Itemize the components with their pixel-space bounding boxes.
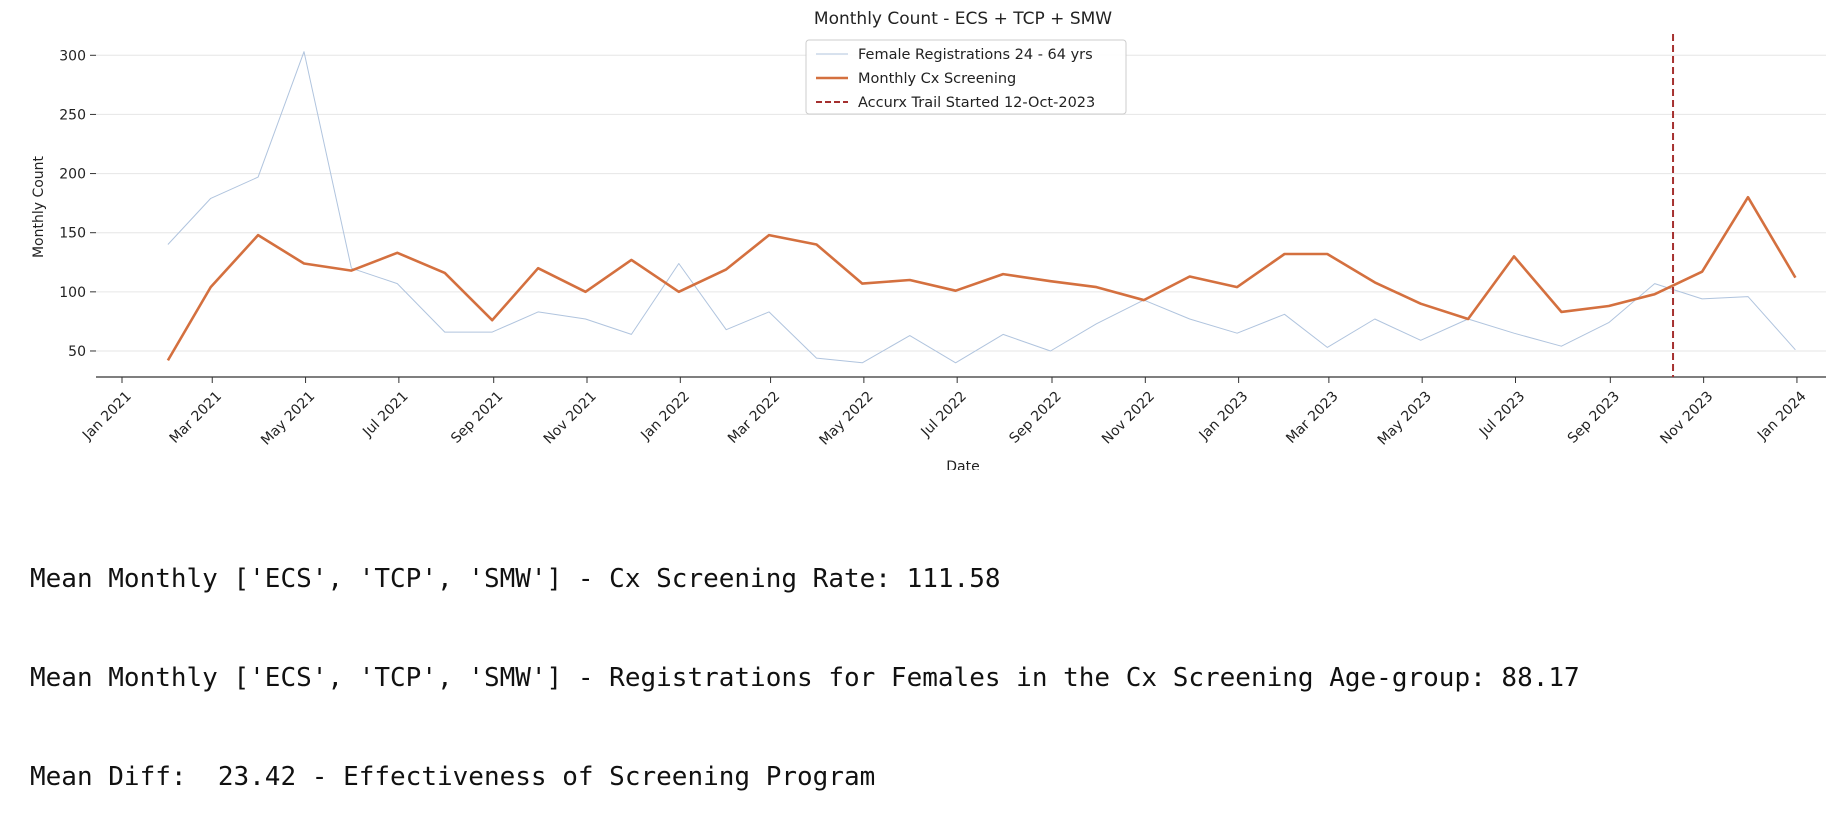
x-tick-label: Nov 2022 bbox=[1099, 388, 1158, 447]
x-tick-label: Sep 2022 bbox=[1006, 388, 1064, 446]
summary-stats: Mean Monthly ['ECS', 'TCP', 'SMW'] - Cx … bbox=[30, 497, 1580, 827]
y-tick-label: 300 bbox=[59, 48, 86, 64]
stat-line-screening-rate: Mean Monthly ['ECS', 'TCP', 'SMW'] - Cx … bbox=[30, 564, 1001, 594]
legend-item-screening: Monthly Cx Screening bbox=[858, 71, 1016, 87]
y-tick-label: 250 bbox=[59, 107, 86, 123]
x-tick-label: Nov 2023 bbox=[1657, 388, 1716, 447]
legend-item-trial-start: Accurx Trail Started 12-Oct-2023 bbox=[858, 95, 1095, 111]
chart-title: Monthly Count - ECS + TCP + SMW bbox=[814, 9, 1112, 29]
x-tick-label: Nov 2021 bbox=[541, 388, 600, 447]
y-tick-label: 200 bbox=[59, 167, 86, 183]
x-tick-label: May 2021 bbox=[258, 388, 318, 448]
x-tick-label: Jul 2021 bbox=[359, 388, 411, 440]
series-line-screening bbox=[166, 195, 1797, 362]
y-tick-label: 150 bbox=[59, 226, 86, 242]
stat-line-mean-diff: Mean Diff: 23.42 - Effectiveness of Scre… bbox=[30, 762, 876, 792]
x-tick-label: Mar 2022 bbox=[725, 388, 783, 446]
x-tick-label: Jan 2021 bbox=[79, 388, 135, 444]
x-tick-label: Jan 2022 bbox=[637, 388, 693, 444]
stat-line-registrations: Mean Monthly ['ECS', 'TCP', 'SMW'] - Reg… bbox=[30, 663, 1580, 693]
legend-item-registrations: Female Registrations 24 - 64 yrs bbox=[858, 47, 1093, 63]
x-tick-label: May 2023 bbox=[1375, 388, 1435, 448]
chart-canvas: Monthly Count - ECS + TCP + SMW 50 100 150… bbox=[31, 9, 1826, 470]
x-tick-label: Sep 2021 bbox=[448, 388, 506, 446]
x-tick-label: Jul 2023 bbox=[1476, 388, 1528, 440]
series-lines bbox=[166, 34, 1797, 377]
x-axis-label: Date bbox=[946, 459, 979, 470]
series-line-registrations bbox=[167, 51, 1796, 364]
y-axis-label: Monthly Count bbox=[31, 155, 47, 258]
legend: Female Registrations 24 - 64 yrs Monthly … bbox=[805, 39, 1127, 115]
legend-box bbox=[805, 39, 1127, 115]
x-tick-label: Mar 2021 bbox=[167, 388, 225, 446]
y-tick-label: 100 bbox=[59, 285, 86, 301]
x-tick-label: Jan 2023 bbox=[1196, 388, 1252, 444]
x-tick-label: Jan 2024 bbox=[1754, 388, 1810, 444]
x-tick-label: Jul 2022 bbox=[918, 388, 970, 440]
line-chart: Monthly Count - ECS + TCP + SMW 50 100 150… bbox=[31, 9, 1826, 470]
x-tick-label: Sep 2023 bbox=[1565, 388, 1623, 446]
x-tick-label: Mar 2023 bbox=[1283, 388, 1341, 446]
y-tick-label: 50 bbox=[68, 344, 86, 360]
x-tick-label: May 2022 bbox=[816, 388, 876, 448]
